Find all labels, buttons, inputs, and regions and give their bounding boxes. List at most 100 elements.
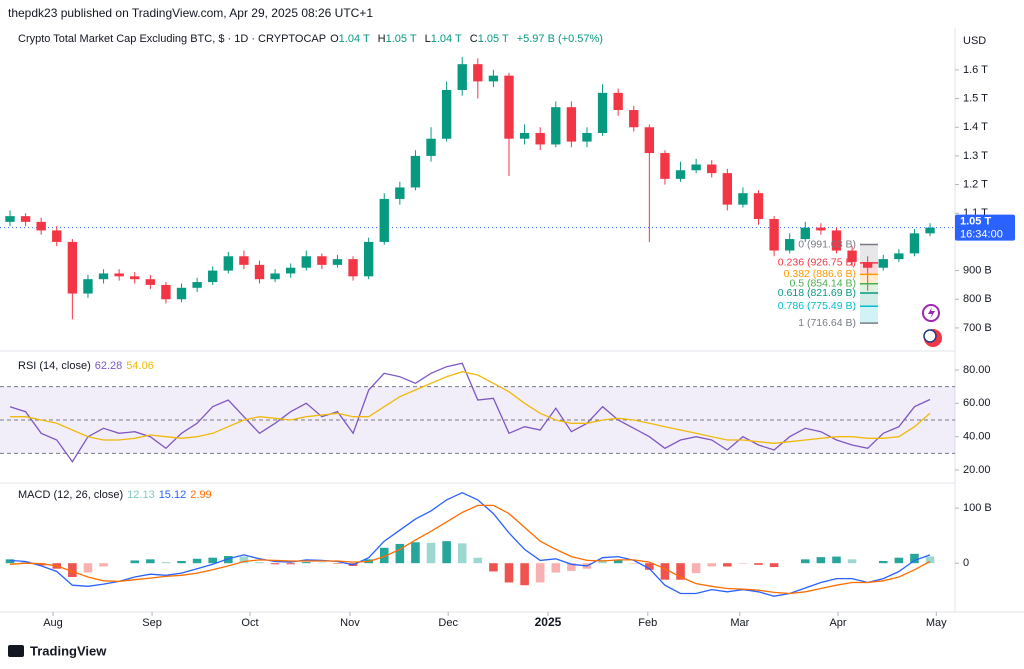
candle-body: [800, 227, 810, 240]
candle-body: [504, 75, 514, 139]
fib-label: 1 (716.64 B): [798, 317, 856, 329]
candle-body: [301, 256, 311, 268]
candle-body: [582, 132, 592, 142]
macd-histogram-bar: [255, 562, 264, 564]
candle-body: [410, 155, 421, 188]
symbol-title: Crypto Total Market Cap Excluding BTC, $…: [18, 33, 327, 45]
macd-histogram-bar: [395, 543, 405, 564]
candle-body: [98, 273, 109, 280]
macd-histogram-bar: [567, 563, 576, 571]
candle-body: [20, 216, 31, 222]
x-tick-label: Feb: [638, 617, 657, 629]
candle-body: [395, 187, 405, 199]
candle-body: [254, 264, 265, 280]
macd-value: 15.12: [158, 489, 187, 501]
macd-histogram-bar: [130, 560, 140, 564]
ohlc-key: C: [469, 33, 478, 45]
x-tick-label: Dec: [438, 617, 458, 629]
candle-body: [909, 233, 920, 254]
fib-label: 0.618 (821.69 B): [778, 287, 856, 299]
macd-histogram-bar: [707, 563, 717, 567]
countdown: 16:34:00: [960, 228, 1003, 240]
candle-body: [426, 138, 436, 156]
candle-body: [52, 230, 62, 242]
candle-body: [597, 92, 608, 133]
x-tick-label: 2025: [535, 615, 562, 629]
y-tick-label: 1.6 T: [963, 64, 988, 76]
candle-body: [441, 89, 452, 139]
change: +5.97 B (+0.57%): [516, 33, 603, 45]
macd-histogram-bar: [411, 542, 420, 564]
brand-logo: [8, 645, 24, 657]
candle-body: [5, 216, 15, 222]
macd-histogram-bar: [286, 563, 295, 565]
y-tick-label: 0: [963, 557, 969, 569]
ohlc-item: O1.04 T: [330, 33, 374, 45]
macd-histogram-bar: [208, 557, 217, 564]
macd-histogram-bar: [224, 556, 233, 564]
macd-histogram-bar: [738, 563, 748, 564]
y-tick-label: 80.00: [963, 364, 991, 376]
y-tick-label: 700 B: [963, 322, 992, 334]
candle-body: [363, 241, 374, 277]
rsi-legend: RSI (14, close) 62.28 54.06: [18, 360, 158, 372]
macd-histogram-bar: [379, 547, 389, 564]
last-price-label: 1.05 T: [960, 215, 991, 227]
macd-histogram-bar: [270, 563, 280, 565]
y-tick-label: 1.5 T: [963, 92, 988, 104]
fib-zone: [860, 293, 878, 307]
macd-histogram-bar: [146, 559, 155, 564]
ohlc-item: L1.04 T: [425, 33, 466, 45]
candle-body: [535, 132, 545, 145]
candle-body: [675, 170, 686, 179]
x-tick-label: Nov: [340, 617, 360, 629]
fib-label: 0.382 (886.6 B): [784, 268, 856, 280]
macd-line: [9, 491, 931, 597]
candle-body: [785, 239, 795, 251]
candle-body: [925, 227, 935, 234]
ohlc-value: 1.04 T: [338, 33, 370, 45]
ohlc-key: H: [377, 33, 386, 45]
price-legend: Crypto Total Market Cap Excluding BTC, $…: [18, 33, 607, 45]
candle-body: [239, 256, 249, 265]
last-price-box: [955, 214, 1015, 241]
candle-body: [270, 273, 280, 280]
macd-histogram-bar: [99, 563, 108, 567]
fib-zone: [860, 244, 878, 263]
macd-histogram-bar: [520, 563, 529, 586]
event-icon-glyph: [928, 307, 935, 319]
candle-body: [519, 132, 530, 139]
macd-histogram-bar: [239, 556, 249, 564]
macd-histogram-bar: [613, 559, 623, 564]
currency: USD: [963, 35, 987, 47]
y-tick-label: 40.00: [963, 431, 991, 443]
y-tick-label: 1.4 T: [963, 121, 988, 133]
candle-body: [223, 256, 233, 271]
candle-body: [644, 127, 655, 154]
candle-body: [847, 250, 857, 262]
candle-body: [161, 284, 171, 300]
y-tick-label: 20.00: [963, 464, 991, 476]
candle-body: [114, 273, 124, 277]
y-tick-label: 100 B: [963, 502, 992, 514]
news-icon-flag: [923, 329, 937, 343]
ohlc-value: 1.04 T: [430, 33, 462, 45]
fib-label: 0.236 (926.75 B): [778, 257, 856, 269]
candle-body: [286, 267, 296, 274]
macd-histogram-bar: [457, 543, 467, 564]
macd-histogram-bar: [504, 563, 514, 583]
candle-body: [67, 241, 78, 294]
candle-body: [722, 173, 733, 205]
macd-histogram-bar: [442, 541, 451, 564]
publisher: thepdk23 published on TradingView.com, A…: [8, 6, 374, 20]
macd-histogram-bar: [161, 562, 171, 564]
candle-body: [379, 198, 389, 242]
candle-body: [566, 107, 577, 142]
macd-histogram-bar: [723, 563, 732, 567]
macd-histogram-bar: [535, 563, 545, 583]
candle-body: [317, 256, 327, 265]
y-tick-label: 800 B: [963, 293, 992, 305]
fib-label: 0.5 (854.14 B): [789, 278, 856, 290]
macd-histogram-bar: [910, 553, 919, 564]
macd-histogram-bar: [473, 557, 483, 564]
